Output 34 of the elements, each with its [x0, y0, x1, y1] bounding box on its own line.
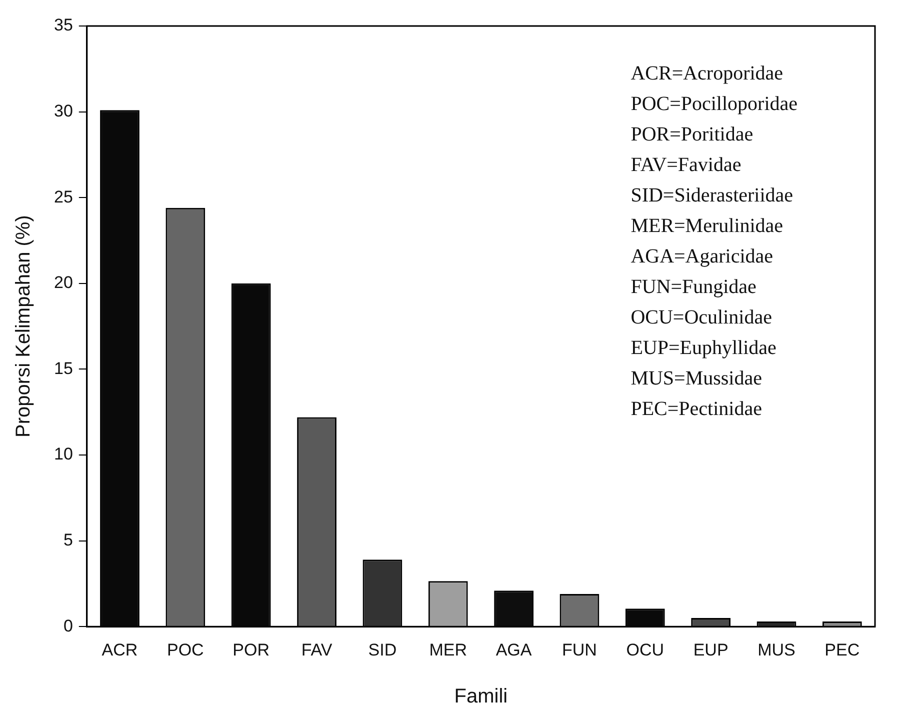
annotation: MUS=Mussidae [630, 367, 762, 390]
x-tick-label: MER [429, 640, 468, 660]
annotation: ACR=Acroporidae [630, 62, 784, 84]
x-tick-label: PEC [824, 640, 860, 660]
x-axis-title: Famili [454, 686, 508, 708]
x-tick-label: POC [167, 640, 204, 660]
annotation: OCU=Oculinidae [630, 306, 772, 328]
x-tick-label: SID [368, 640, 397, 660]
y-tick-label: 0 [63, 616, 73, 636]
annotation: POR=Poritidae [630, 123, 754, 146]
y-tick-label: 10 [54, 444, 73, 464]
annotation: MER=Merulinidae [630, 214, 784, 237]
annotation: FUN=Fungidae [630, 276, 757, 298]
y-tick-label: 5 [63, 530, 73, 550]
annotation: POC=Pocilloporidae [630, 92, 798, 115]
x-tick-label: POR [232, 640, 270, 660]
annotation: EUP=Euphyllidae [630, 336, 777, 359]
x-tick-label: OCU [626, 640, 664, 660]
x-tick-label: AGA [496, 640, 532, 660]
x-tick-label: FAV [301, 640, 333, 660]
x-tick-label: EUP [693, 640, 728, 660]
y-tick-label: 30 [54, 101, 73, 120]
annotation: AGA=Agaricidae [630, 245, 774, 268]
y-tick-label: 15 [54, 358, 73, 378]
y-axis-title: Proporsi Kelimpahan (%) [12, 215, 35, 438]
annotation: FAV=Favidae [630, 154, 742, 176]
y-tick-label: 25 [54, 187, 73, 206]
x-tick-label: MUS [758, 640, 796, 660]
y-tick-label: 20 [54, 273, 73, 292]
annotation: SID=Siderasteriidae [630, 184, 794, 206]
annotation: PEC=Pectinidae [630, 398, 762, 420]
x-tick-label: FUN [562, 640, 597, 660]
x-tick-label: ACR [102, 640, 138, 660]
y-tick-label: 35 [54, 16, 73, 35]
